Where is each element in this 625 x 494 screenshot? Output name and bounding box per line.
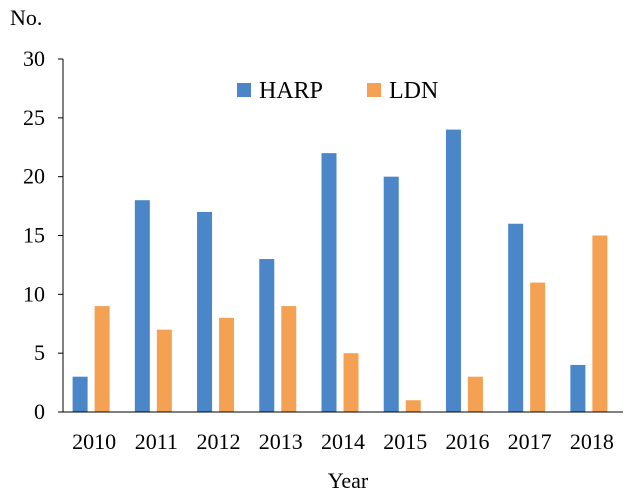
- x-axis: 2010 2011 2012 2013 2014 2015 2016 2017 2018: [72, 429, 614, 454]
- x-tick-label: 2014: [321, 429, 365, 454]
- bar-ldn-2010: [94, 306, 110, 412]
- legend-swatch-ldn: [367, 83, 381, 97]
- bar-harp-2013: [259, 259, 275, 412]
- bar-ldn-2011: [156, 329, 172, 412]
- x-tick-label: 2013: [259, 429, 303, 454]
- x-tick-label: 2015: [383, 429, 427, 454]
- bar-harp-2012: [197, 211, 213, 412]
- bar-harp-2017: [508, 223, 524, 412]
- x-tick-label: 2010: [72, 429, 116, 454]
- x-tick-label: 2012: [197, 429, 241, 454]
- bar-ldn-2013: [281, 306, 297, 412]
- x-axis-title: Year: [328, 468, 369, 493]
- legend-label-harp: HARP: [259, 78, 323, 104]
- bar-harp-2015: [383, 176, 399, 412]
- y-tick-label: 15: [23, 223, 45, 248]
- y-axis: 0 5 10 15 20 25 30: [23, 46, 63, 424]
- x-tick-label: 2016: [445, 429, 489, 454]
- x-tick-label: 2017: [508, 429, 552, 454]
- legend-label-ldn: LDN: [389, 78, 438, 104]
- bar-ldn-2014: [343, 353, 359, 412]
- x-tick-label: 2018: [570, 429, 614, 454]
- y-tick-label: 10: [23, 281, 45, 306]
- bar-ldn-2012: [219, 317, 235, 412]
- bar-harp-2014: [321, 153, 337, 412]
- x-tick-label: 2011: [135, 429, 178, 454]
- bar-harp-2016: [445, 129, 461, 412]
- y-tick-label: 25: [23, 105, 45, 130]
- bar-ldn-2016: [467, 376, 483, 412]
- bar-harp-2011: [134, 200, 150, 412]
- y-axis-title: No.: [10, 5, 42, 30]
- legend: HARP LDN: [237, 78, 438, 104]
- bar-harp-2018: [570, 364, 586, 412]
- y-tick-label: 30: [23, 46, 45, 71]
- bars-group: [72, 129, 608, 412]
- y-tick-label: 20: [23, 164, 45, 189]
- y-tick-label: 0: [34, 399, 45, 424]
- y-tick-label: 5: [34, 340, 45, 365]
- bar-ldn-2015: [405, 400, 421, 412]
- bar-ldn-2017: [530, 282, 546, 412]
- bar-harp-2010: [72, 376, 88, 412]
- legend-swatch-harp: [237, 83, 251, 97]
- bar-ldn-2018: [592, 235, 608, 412]
